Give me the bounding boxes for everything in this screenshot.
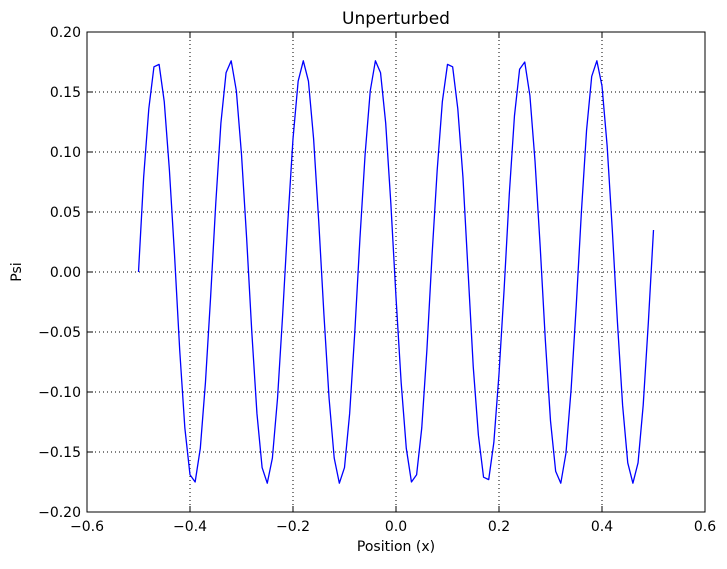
grid — [87, 32, 705, 512]
x-tick-label: −0.2 — [276, 519, 310, 535]
y-tick-label: 0.05 — [50, 205, 81, 221]
plot-area — [137, 60, 655, 484]
x-tick-label: −0.6 — [70, 519, 104, 535]
y-tick-label: 0.00 — [50, 265, 81, 281]
y-tick-label: −0.20 — [38, 505, 81, 521]
y-tick-label: −0.10 — [38, 385, 81, 401]
x-tick-label: 0.6 — [694, 519, 716, 535]
y-tick-label: 0.15 — [50, 85, 81, 101]
y-tick-label: 0.20 — [50, 25, 81, 41]
x-tick-label: 0.0 — [385, 519, 407, 535]
chart-title: Unperturbed — [342, 9, 450, 29]
y-tick-label: −0.15 — [38, 445, 81, 461]
x-tick-label: 0.4 — [591, 519, 613, 535]
x-tick-label: −0.4 — [173, 519, 207, 535]
series-line-0 — [137, 60, 655, 484]
x-tick-label: 0.2 — [488, 519, 510, 535]
y-tick-label: −0.05 — [38, 325, 81, 341]
ticks: −0.6 −0.4 −0.2 0.0 0.2 0.4 0.6 −0.20 −0.15 −0.10 −… — [38, 25, 716, 535]
y-axis-label: Psi — [9, 262, 25, 281]
y-tick-label: 0.10 — [50, 145, 81, 161]
x-axis-label: Position (x) — [357, 539, 435, 555]
